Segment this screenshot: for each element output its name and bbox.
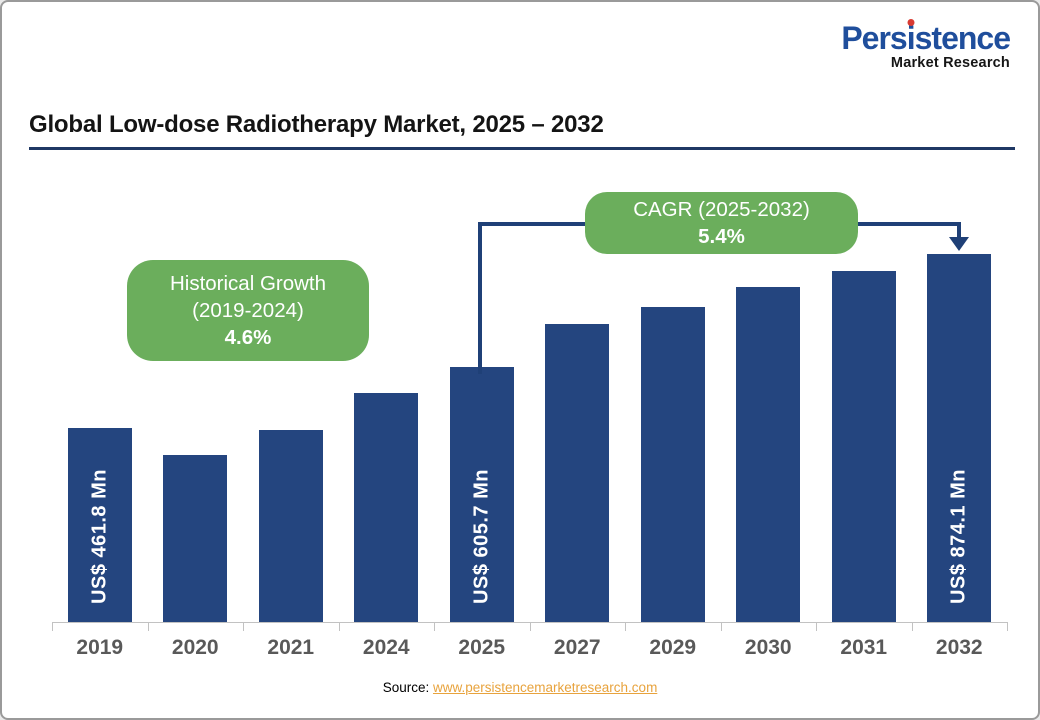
brand-name-part1: Pers xyxy=(841,20,907,56)
bar-2027 xyxy=(545,324,610,622)
historical-growth-callout: Historical Growth (2019-2024) 4.6% xyxy=(127,260,369,361)
x-axis-label-2032: 2032 xyxy=(935,636,983,659)
source-label: Source: xyxy=(382,680,430,695)
bar-value-label-2025: US$ 605.7 Mn xyxy=(470,469,493,604)
bar-2024 xyxy=(354,393,419,622)
axis-tick xyxy=(243,622,244,631)
bar-2032: US$ 874.1 Mn xyxy=(927,254,992,622)
cagr-line1: CAGR (2025-2032) xyxy=(633,197,810,221)
brand-name: Persistence xyxy=(841,20,1011,56)
x-axis-label-2020: 2020 xyxy=(171,636,219,659)
axis-tick xyxy=(625,622,626,631)
historical-growth-line1: Historical Growth xyxy=(169,271,327,295)
historical-growth-line2: (2019-2024) xyxy=(192,298,304,322)
bar-value-label-2032: US$ 874.1 Mn xyxy=(947,469,970,604)
brand-logo: Persistence Market Research xyxy=(841,20,1011,71)
x-axis-label-2027: 2027 xyxy=(553,636,601,659)
connector-line-2032 xyxy=(957,222,961,238)
cagr-callout: CAGR (2025-2032) 5.4% xyxy=(585,192,858,254)
source-link[interactable]: www.persistencemarketresearch.com xyxy=(432,680,658,695)
axis-tick xyxy=(1007,622,1008,631)
cagr-value: 5.4% xyxy=(698,225,745,248)
x-axis-label-2030: 2030 xyxy=(744,636,792,659)
x-axis-label-2019: 2019 xyxy=(76,636,124,659)
page-title: Global Low-dose Radiotherapy Market, 202… xyxy=(29,111,604,138)
axis-tick xyxy=(52,622,53,631)
axis-tick xyxy=(911,622,913,631)
axis-tick xyxy=(529,622,531,631)
brand-tagline: Market Research xyxy=(890,55,1010,71)
logo-red-dot-i: i xyxy=(906,20,916,56)
bar-2020 xyxy=(163,455,228,622)
x-axis-label-2024: 2024 xyxy=(362,636,410,659)
bar-chart: US$ 461.8 Mn US$ 605.7 Mn US$ 874.1 Mn xyxy=(52,172,1007,622)
axis-tick xyxy=(147,622,149,631)
x-axis-label-2025: 2025 xyxy=(458,636,506,659)
x-axis-label-2021: 2021 xyxy=(267,636,315,659)
bar-2030 xyxy=(736,287,801,622)
title-underline xyxy=(29,147,1015,150)
axis-tick xyxy=(434,622,435,631)
bar-value-label-2019: US$ 461.8 Mn xyxy=(88,469,111,604)
bar-2029 xyxy=(640,307,705,622)
axis-tick xyxy=(338,622,340,631)
bar-2025: US$ 605.7 Mn xyxy=(449,367,514,622)
x-axis-label-2031: 2031 xyxy=(840,636,888,659)
historical-growth-value: 4.6% xyxy=(224,326,272,350)
axis-tick xyxy=(720,622,722,631)
connector-line-2025 xyxy=(478,222,482,374)
bar-2031 xyxy=(831,271,896,622)
brand-name-part3: stence xyxy=(914,20,1011,56)
bar-2021 xyxy=(258,430,323,622)
bar-2019: US$ 461.8 Mn xyxy=(67,428,132,622)
x-axis-label-2029: 2029 xyxy=(649,636,697,659)
source-row: Source: www.persistencemarketresearch.co… xyxy=(2,680,1038,695)
arrow-down-icon xyxy=(949,237,969,251)
axis-tick xyxy=(816,622,817,631)
